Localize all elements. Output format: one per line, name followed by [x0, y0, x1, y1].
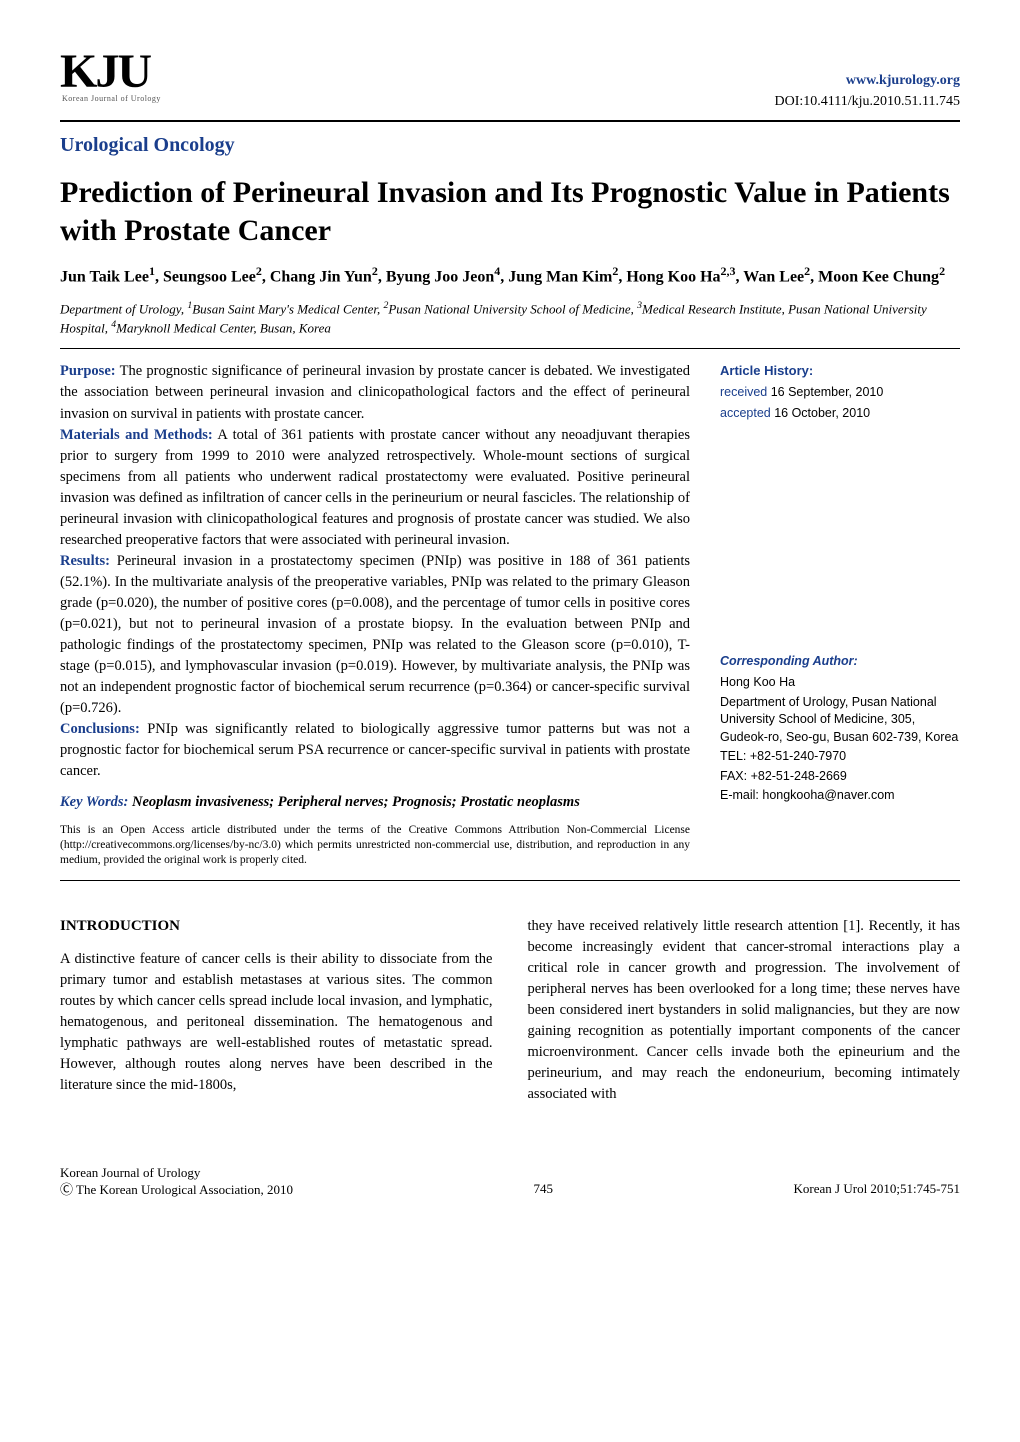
journal-url[interactable]: www.kjurology.org	[775, 70, 961, 91]
purpose-label: Purpose:	[60, 363, 116, 379]
corresponding-email: E-mail: hongkooha@naver.com	[720, 787, 960, 805]
logo-text: KJU	[60, 50, 161, 93]
license-text: This is an Open Access article distribut…	[60, 823, 690, 868]
corresponding-name: Hong Koo Ha	[720, 673, 960, 692]
received-date: 16 September, 2010	[767, 385, 883, 399]
body-columns: INTRODUCTION A distinctive feature of ca…	[60, 916, 960, 1105]
methods-text: A total of 361 patients with prostate ca…	[60, 427, 690, 548]
footer-page-number: 745	[534, 1179, 554, 1199]
corresponding-tel: TEL: +82-51-240-7970	[720, 748, 960, 766]
journal-logo: KJU Korean Journal of Urology	[60, 50, 161, 105]
corresponding-label: Corresponding Author:	[720, 652, 960, 671]
header-right: www.kjurology.org DOI:10.4111/kju.2010.5…	[775, 70, 961, 112]
footer-left: Korean Journal of Urology Ⓒ The Korean U…	[60, 1165, 293, 1199]
abstract-text: Purpose: The prognostic significance of …	[60, 361, 690, 867]
section-label: Urological Oncology	[60, 130, 960, 160]
footer-citation: Korean J Urol 2010;51:745-751	[794, 1179, 960, 1199]
results-text: Perineural invasion in a prostatectomy s…	[60, 553, 690, 716]
keywords-text: Neoplasm invasiveness; Peripheral nerves…	[128, 794, 580, 810]
corresponding-fax: FAX: +82-51-248-2669	[720, 768, 960, 786]
received-label: received	[720, 385, 767, 399]
body-paragraph-right: they have received relatively little res…	[528, 916, 961, 1105]
history-accepted: accepted 16 October, 2010	[720, 404, 960, 423]
keywords-label: Key Words:	[60, 794, 128, 810]
footer-journal-name: Korean Journal of Urology	[60, 1165, 293, 1182]
body-paragraph-left: A distinctive feature of cancer cells is…	[60, 949, 493, 1096]
corresponding-author: Corresponding Author: Hong Koo Ha Depart…	[720, 652, 960, 805]
intro-heading: INTRODUCTION	[60, 916, 493, 938]
footer-copyright: Ⓒ The Korean Urological Association, 201…	[60, 1182, 293, 1199]
methods-label: Materials and Methods:	[60, 427, 213, 443]
header-rule	[60, 120, 960, 122]
abstract-rule	[60, 880, 960, 881]
results-label: Results:	[60, 553, 110, 569]
purpose-text: The prognostic significance of perineura…	[60, 363, 690, 421]
doi-text: DOI:10.4111/kju.2010.51.11.745	[775, 91, 961, 112]
history-label: Article History:	[720, 361, 960, 381]
column-right: they have received relatively little res…	[528, 916, 961, 1105]
sidebar: Article History: received 16 September, …	[720, 361, 960, 867]
corresponding-address: Department of Urology, Pusan National Un…	[720, 694, 960, 747]
page-footer: Korean Journal of Urology Ⓒ The Korean U…	[60, 1165, 960, 1199]
page-header: KJU Korean Journal of Urology www.kjurol…	[60, 50, 960, 112]
abstract-section: Purpose: The prognostic significance of …	[60, 361, 960, 867]
accepted-date: 16 October, 2010	[771, 406, 870, 420]
conclusions-text: PNIp was significantly related to biolog…	[60, 721, 690, 779]
author-list: Jun Taik Lee1, Seungsoo Lee2, Chang Jin …	[60, 263, 960, 289]
logo-subtitle: Korean Journal of Urology	[62, 93, 161, 105]
affiliations: Department of Urology, 1Busan Saint Mary…	[60, 299, 960, 337]
keywords: Key Words: Neoplasm invasiveness; Periph…	[60, 792, 690, 813]
accepted-label: accepted	[720, 406, 771, 420]
title-rule	[60, 348, 960, 349]
column-left: INTRODUCTION A distinctive feature of ca…	[60, 916, 493, 1105]
article-title: Prediction of Perineural Invasion and It…	[60, 174, 960, 249]
history-received: received 16 September, 2010	[720, 383, 960, 402]
conclusions-label: Conclusions:	[60, 721, 140, 737]
